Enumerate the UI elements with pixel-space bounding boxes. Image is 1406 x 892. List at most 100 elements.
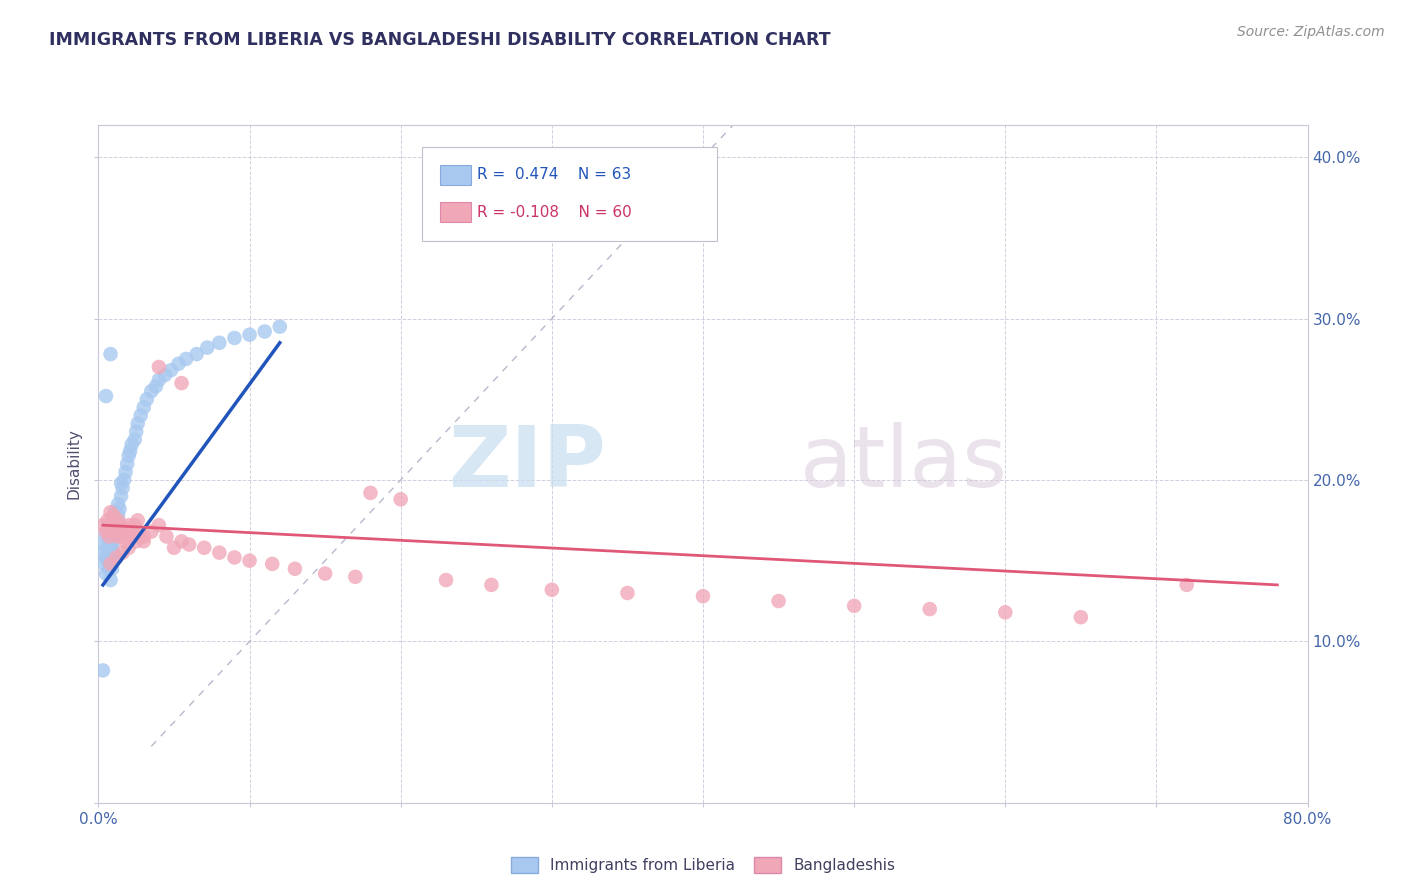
Point <box>98 546 121 560</box>
Point <box>107 497 129 511</box>
Point <box>103 546 125 560</box>
Point <box>93 537 115 551</box>
Point <box>141 524 163 539</box>
Point <box>145 379 167 393</box>
Point <box>103 508 125 523</box>
Point <box>114 534 136 549</box>
Point <box>1175 578 1198 592</box>
Point <box>125 425 148 439</box>
Point <box>616 586 638 600</box>
Point <box>360 486 382 500</box>
Point <box>224 331 246 345</box>
Point <box>98 562 121 576</box>
Point <box>768 594 790 608</box>
Text: R = -0.108    N = 60: R = -0.108 N = 60 <box>477 205 631 219</box>
Point <box>110 518 132 533</box>
Point <box>107 508 129 523</box>
Point <box>132 401 155 415</box>
Point <box>107 513 129 527</box>
Point <box>94 566 117 581</box>
Point <box>111 481 134 495</box>
Point <box>253 325 276 339</box>
Point <box>110 476 132 491</box>
Point <box>540 582 562 597</box>
Point <box>105 529 128 543</box>
Point <box>1070 610 1092 624</box>
Legend: Immigrants from Liberia, Bangladeshis: Immigrants from Liberia, Bangladeshis <box>510 857 896 873</box>
Point <box>103 513 125 527</box>
Point <box>100 546 122 560</box>
Point <box>112 473 135 487</box>
Point <box>284 562 307 576</box>
Point <box>100 557 122 571</box>
Point <box>108 502 131 516</box>
Point <box>344 570 367 584</box>
Point <box>91 546 114 560</box>
Point <box>148 373 170 387</box>
Point <box>118 518 141 533</box>
Point <box>224 550 246 565</box>
Point <box>114 465 136 479</box>
Text: ZIP: ZIP <box>449 422 606 506</box>
Point <box>127 513 149 527</box>
Point <box>120 444 142 458</box>
Point <box>100 573 122 587</box>
Point <box>94 550 117 565</box>
Point <box>389 492 412 507</box>
Point <box>434 573 457 587</box>
Point <box>118 541 141 555</box>
Point <box>153 368 176 382</box>
Point <box>918 602 941 616</box>
Point <box>132 529 155 543</box>
Point <box>100 521 122 535</box>
Text: IMMIGRANTS FROM LIBERIA VS BANGLADESHI DISABILITY CORRELATION CHART: IMMIGRANTS FROM LIBERIA VS BANGLADESHI D… <box>49 31 831 49</box>
Point <box>195 341 218 355</box>
Point <box>103 534 125 549</box>
Point <box>208 335 231 350</box>
Point <box>163 541 186 555</box>
Point <box>98 518 121 533</box>
Point <box>125 534 148 549</box>
Text: Source: ZipAtlas.com: Source: ZipAtlas.com <box>1237 25 1385 39</box>
Point <box>110 489 132 503</box>
Point <box>112 521 135 535</box>
Point <box>844 599 866 613</box>
Point <box>96 554 118 568</box>
Point <box>179 537 201 551</box>
Point <box>262 557 284 571</box>
Point <box>91 518 114 533</box>
Point <box>96 524 118 539</box>
Point <box>481 578 503 592</box>
Point <box>129 409 152 423</box>
Point <box>132 534 155 549</box>
Point <box>98 534 121 549</box>
Point <box>96 513 118 527</box>
Point <box>101 562 124 576</box>
Point <box>148 359 170 374</box>
Point <box>208 546 231 560</box>
Point <box>115 524 138 539</box>
Point <box>239 327 262 342</box>
Point <box>100 347 122 361</box>
Point <box>170 376 193 391</box>
Point <box>94 524 117 539</box>
Point <box>108 524 131 539</box>
Point <box>101 513 124 527</box>
Y-axis label: Disability: Disability <box>66 428 82 500</box>
Point <box>105 550 128 565</box>
Text: R =  0.474    N = 63: R = 0.474 N = 63 <box>477 168 631 182</box>
Point <box>269 319 291 334</box>
Point <box>101 529 124 543</box>
Point <box>94 389 117 403</box>
Point <box>94 529 117 543</box>
Point <box>100 505 122 519</box>
Point <box>100 557 122 571</box>
Point <box>101 541 124 555</box>
Text: atlas: atlas <box>800 422 1008 506</box>
Point <box>96 541 118 555</box>
Point <box>93 557 115 571</box>
Point <box>104 505 127 519</box>
Point <box>105 518 128 533</box>
Point <box>170 534 193 549</box>
Point <box>121 524 143 539</box>
